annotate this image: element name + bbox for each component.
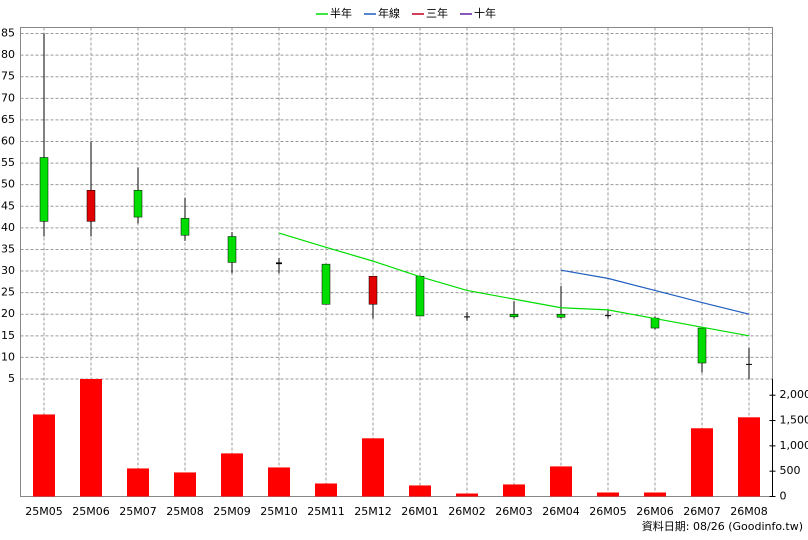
y2-tick-label: 1,000: [780, 439, 808, 452]
volume-bar: [691, 428, 713, 497]
x-tick-label: 25M06: [72, 505, 110, 518]
candle-body: [227, 236, 237, 263]
x-tick-label: 26M01: [401, 505, 439, 518]
y-tick-label: 10: [1, 350, 15, 363]
candle-body: [39, 157, 49, 222]
volume-bar: [80, 379, 102, 497]
plot-frame: [20, 27, 773, 497]
candle-body: [556, 313, 566, 318]
legend-label: 年線: [378, 6, 400, 20]
y2-tick-label: 500: [780, 464, 801, 477]
candle-body: [509, 313, 519, 318]
volume-bar: [456, 493, 478, 497]
y-tick-label: 55: [1, 156, 15, 169]
y2-tick-label: 0: [780, 490, 787, 503]
candle-body: [464, 316, 470, 318]
x-tick-label: 25M07: [119, 505, 157, 518]
volume-bar: [268, 467, 290, 497]
y-tick-label: 25: [1, 286, 15, 299]
y-tick-label: 85: [1, 27, 15, 40]
x-tick-label: 25M09: [213, 505, 251, 518]
y-tick-label: 40: [1, 221, 15, 234]
volume-bar: [221, 453, 243, 497]
candle-body: [697, 327, 707, 364]
y-tick-label: 60: [1, 135, 15, 148]
x-tick-label: 26M03: [495, 505, 533, 518]
volume-bar: [550, 466, 572, 497]
y2-tick-label: 1,500: [780, 414, 808, 427]
y-tick-label: 30: [1, 264, 15, 277]
candle-body: [746, 363, 752, 365]
y2-tick-label: 2,000: [780, 388, 808, 401]
volume-bar: [362, 438, 384, 497]
legend-label: 十年: [474, 6, 496, 20]
candle-body: [368, 275, 378, 305]
candle-body: [276, 262, 282, 265]
y-tick-label: 75: [1, 70, 15, 83]
volume-bar: [597, 492, 619, 497]
candle-body: [415, 275, 425, 317]
y-tick-label: 35: [1, 242, 15, 255]
y-tick-label: 15: [1, 329, 15, 342]
candle-body: [180, 218, 190, 236]
ma-line: [560, 269, 750, 315]
y-tick-label: 20: [1, 307, 15, 320]
x-tick-label: 26M07: [683, 505, 721, 518]
x-tick-label: 25M11: [307, 505, 345, 518]
x-tick-label: 26M08: [730, 505, 768, 518]
legend-label: 三年: [426, 6, 448, 20]
x-tick-label: 26M06: [636, 505, 674, 518]
candle-body: [86, 190, 96, 222]
candle-body: [605, 315, 611, 317]
legend-label: 半年: [330, 6, 352, 20]
volume-bar: [644, 492, 666, 497]
x-tick-label: 25M12: [354, 505, 392, 518]
volume-bar: [33, 414, 55, 497]
y-tick-label: 5: [8, 372, 15, 385]
x-tick-label: 26M05: [589, 505, 627, 518]
volume-bar: [409, 485, 431, 497]
x-tick-label: 25M05: [25, 505, 63, 518]
volume-bar: [315, 483, 337, 497]
y-tick-label: 65: [1, 113, 15, 126]
volume-bar: [174, 472, 196, 497]
x-tick-label: 26M02: [448, 505, 486, 518]
y-tick-label: 70: [1, 91, 15, 104]
y-tick-label: 80: [1, 48, 15, 61]
volume-bar: [738, 417, 760, 497]
footer: 資料日期: 08/26 (Goodinfo.tw): [642, 519, 803, 533]
candle-body: [321, 263, 331, 305]
y-tick-label: 50: [1, 178, 15, 191]
volume-bar: [503, 484, 525, 497]
volume-bar: [127, 468, 149, 497]
x-tick-label: 26M04: [542, 505, 580, 518]
ma-line: [278, 232, 750, 337]
x-tick-label: 25M10: [260, 505, 298, 518]
y-tick-label: 45: [1, 199, 15, 212]
candle-body: [133, 190, 143, 218]
x-tick-label: 25M08: [166, 505, 204, 518]
